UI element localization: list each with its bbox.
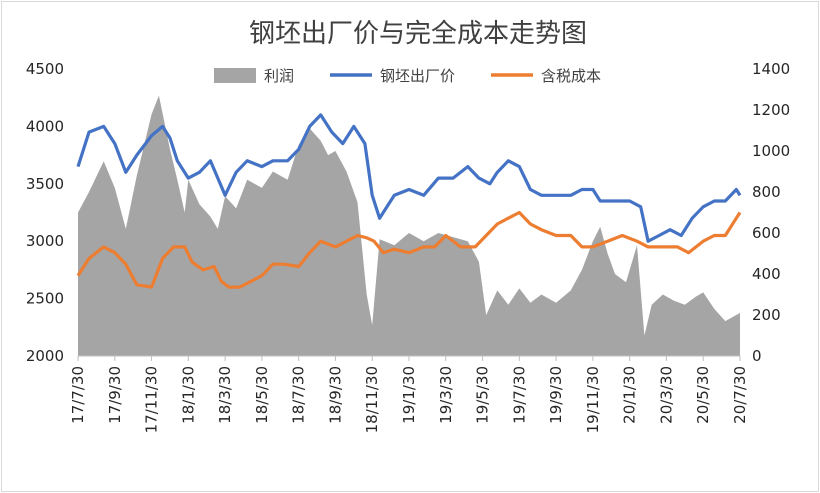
left-tick-label: 3500 (26, 175, 64, 193)
x-tick-label: 17/9/30 (106, 366, 124, 424)
right-tick-label: 1200 (752, 101, 790, 119)
chart-title: 钢坯出厂价与完全成本走势图 (249, 19, 587, 49)
legend-label-1: 钢坯出厂价 (380, 67, 455, 85)
right-tick-label: 1400 (752, 60, 790, 78)
right-tick-label: 1000 (752, 142, 790, 160)
x-tick-label: 19/5/30 (474, 366, 492, 424)
left-tick-label: 4500 (26, 60, 64, 78)
right-tick-label: 200 (752, 306, 781, 324)
x-tick-label: 20/1/30 (621, 366, 639, 424)
area-layer (78, 95, 740, 356)
x-tick-label: 20/5/30 (694, 366, 712, 424)
x-tick-label: 19/1/30 (400, 366, 418, 424)
x-tick-label: 18/7/30 (290, 366, 308, 424)
legend: 利润 钢坯出厂价 含税成本 (214, 67, 601, 85)
left-tick-label: 4000 (26, 117, 64, 135)
x-tick-label: 18/1/30 (179, 366, 197, 424)
x-tick-label: 17/11/30 (143, 366, 161, 433)
x-tick-label: 19/11/30 (584, 366, 602, 433)
left-tick-label: 3000 (26, 232, 64, 250)
x-tick-label: 20/3/30 (657, 366, 675, 424)
left-tick-label: 2500 (26, 290, 64, 308)
x-tick-label: 17/7/30 (69, 366, 87, 424)
x-tick-label: 19/7/30 (510, 366, 528, 424)
series-area-0 (78, 95, 740, 356)
x-tick-label: 19/3/30 (437, 366, 455, 424)
x-tick-label: 18/11/30 (363, 366, 381, 433)
right-tick-label: 800 (752, 183, 781, 201)
left-tick-label: 2000 (26, 347, 64, 365)
x-tick-label: 18/9/30 (326, 366, 344, 424)
x-tick-label: 18/3/30 (216, 366, 234, 424)
series-line-1 (76, 113, 742, 243)
series-line-2 (76, 210, 742, 289)
line-layer (76, 113, 742, 289)
x-tick-label: 18/5/30 (253, 366, 271, 424)
right-tick-label: 600 (752, 224, 781, 242)
legend-label-0: 利润 (264, 67, 294, 85)
x-tick-label: 19/9/30 (547, 366, 565, 424)
axis-layer: 2000 2500 3000 3500 4000 4500 0 200 400 600 800 100… (26, 60, 790, 433)
right-tick-label: 0 (752, 347, 762, 365)
legend-label-2: 含税成本 (541, 67, 601, 85)
legend-swatch-0 (214, 68, 256, 83)
x-tick-label: 20/7/30 (731, 366, 749, 424)
right-tick-label: 400 (752, 265, 781, 283)
